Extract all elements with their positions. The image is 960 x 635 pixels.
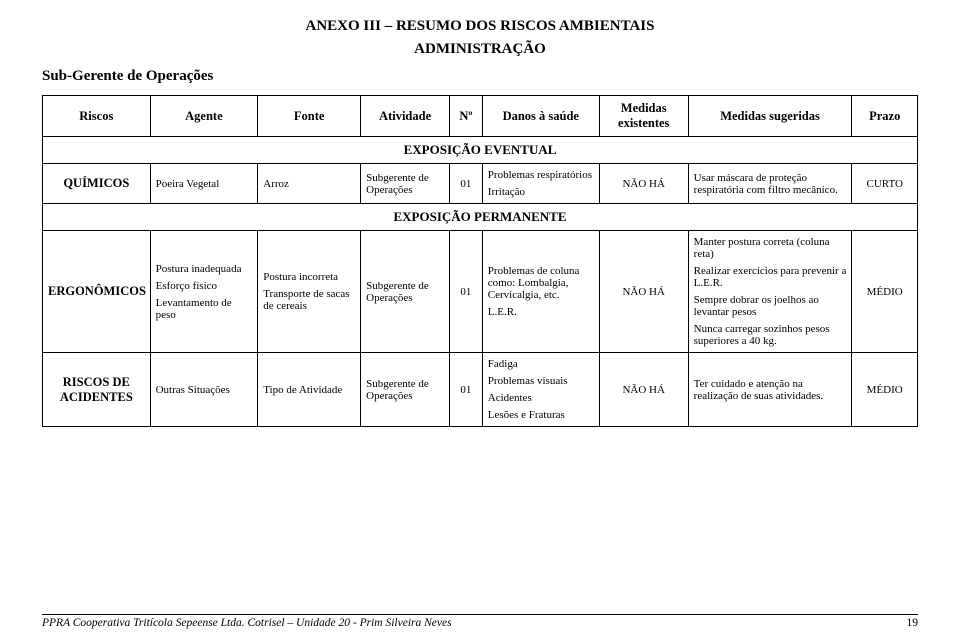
quimicos-label: QUÍMICOS	[43, 164, 151, 204]
ergonomicos-fonte: Postura incorreta Transporte de sacas de…	[258, 231, 361, 353]
ergonomicos-danos-1: Problemas de coluna como: Lombalgia, Cer…	[488, 265, 594, 301]
acidentes-prazo: MÉDIO	[852, 353, 918, 427]
footer-page: 19	[907, 617, 919, 629]
quimicos-agente: Poeira Vegetal	[150, 164, 258, 204]
section-eventual: EXPOSIÇÃO EVENTUAL	[43, 137, 918, 164]
quimicos-fonte: Arroz	[258, 164, 361, 204]
risk-table: Riscos Agente Fonte Atividade Nº Danos à…	[42, 95, 918, 427]
col-agente: Agente	[150, 96, 258, 137]
acidentes-danos-1: Fadiga	[488, 358, 594, 370]
doc-title: ANEXO III – RESUMO DOS RISCOS AMBIENTAIS	[42, 18, 918, 35]
acidentes-no: 01	[450, 353, 483, 427]
acidentes-medex: NÃO HÁ	[599, 353, 688, 427]
quimicos-medex: NÃO HÁ	[599, 164, 688, 204]
ergonomicos-agente-1: Postura inadequada	[156, 263, 253, 275]
ergonomicos-danos: Problemas de coluna como: Lombalgia, Cer…	[482, 231, 599, 353]
section-permanente: EXPOSIÇÃO PERMANENTE	[43, 204, 918, 231]
quimicos-danos-1: Problemas respiratórios	[488, 169, 594, 181]
table-header-row: Riscos Agente Fonte Atividade Nº Danos à…	[43, 96, 918, 137]
ergonomicos-medsug-1: Manter postura correta (coluna reta)	[694, 236, 847, 260]
quimicos-danos-2: Irritação	[488, 186, 594, 198]
ergonomicos-agente-3: Levantamento de peso	[156, 297, 253, 321]
col-atividade: Atividade	[361, 96, 450, 137]
acidentes-atividade: Subgerente de Operações	[361, 353, 450, 427]
quimicos-prazo: CURTO	[852, 164, 918, 204]
col-danos: Danos à saúde	[482, 96, 599, 137]
quimicos-no: 01	[450, 164, 483, 204]
ergonomicos-medsug-2: Realizar exercícios para prevenir a L.E.…	[694, 265, 847, 289]
ergonomicos-fonte-1: Postura incorreta	[263, 271, 355, 283]
doc-subtitle: ADMINISTRAÇÃO	[42, 41, 918, 58]
ergonomicos-agente-2: Esforço físico	[156, 280, 253, 292]
acidentes-fonte: Tipo de Atividade	[258, 353, 361, 427]
col-prazo: Prazo	[852, 96, 918, 137]
col-fonte: Fonte	[258, 96, 361, 137]
acidentes-danos: Fadiga Problemas visuais Acidentes Lesõe…	[482, 353, 599, 427]
ergonomicos-agente: Postura inadequada Esforço físico Levant…	[150, 231, 258, 353]
row-ergonomicos: ERGONÔMICOS Postura inadequada Esforço f…	[43, 231, 918, 353]
quimicos-medsug: Usar máscara de proteção respiratória co…	[688, 164, 852, 204]
ergonomicos-medsug-4: Nunca carregar sozinhos pesos superiores…	[694, 323, 847, 347]
quimicos-danos: Problemas respiratórios Irritação	[482, 164, 599, 204]
acidentes-agente: Outras Situações	[150, 353, 258, 427]
ergonomicos-medex: NÃO HÁ	[599, 231, 688, 353]
footer-text: PPRA Cooperativa Tritícola Sepeense Ltda…	[42, 617, 452, 629]
acidentes-danos-4: Lesões e Fraturas	[488, 409, 594, 421]
row-quimicos: QUÍMICOS Poeira Vegetal Arroz Subgerente…	[43, 164, 918, 204]
ergonomicos-prazo: MÉDIO	[852, 231, 918, 353]
ergonomicos-danos-2: L.E.R.	[488, 306, 594, 318]
col-riscos: Riscos	[43, 96, 151, 137]
section-permanente-label: EXPOSIÇÃO PERMANENTE	[43, 204, 918, 231]
acidentes-medsug: Ter cuidado e atenção na realização de s…	[688, 353, 852, 427]
page-footer: PPRA Cooperativa Tritícola Sepeense Ltda…	[42, 614, 918, 629]
acidentes-label: RISCOS DE ACIDENTES	[43, 353, 151, 427]
ergonomicos-medsug: Manter postura correta (coluna reta) Rea…	[688, 231, 852, 353]
section-eventual-label: EXPOSIÇÃO EVENTUAL	[43, 137, 918, 164]
quimicos-atividade: Subgerente de Operações	[361, 164, 450, 204]
acidentes-danos-3: Acidentes	[488, 392, 594, 404]
col-medex: Medidas existentes	[599, 96, 688, 137]
acidentes-danos-2: Problemas visuais	[488, 375, 594, 387]
col-no: Nº	[450, 96, 483, 137]
role-title: Sub-Gerente de Operações	[42, 68, 918, 85]
ergonomicos-fonte-2: Transporte de sacas de cereais	[263, 288, 355, 312]
ergonomicos-atividade: Subgerente de Operações	[361, 231, 450, 353]
ergonomicos-label: ERGONÔMICOS	[43, 231, 151, 353]
row-acidentes: RISCOS DE ACIDENTES Outras Situações Tip…	[43, 353, 918, 427]
ergonomicos-no: 01	[450, 231, 483, 353]
col-medsug: Medidas sugeridas	[688, 96, 852, 137]
ergonomicos-medsug-3: Sempre dobrar os joelhos ao levantar pes…	[694, 294, 847, 318]
